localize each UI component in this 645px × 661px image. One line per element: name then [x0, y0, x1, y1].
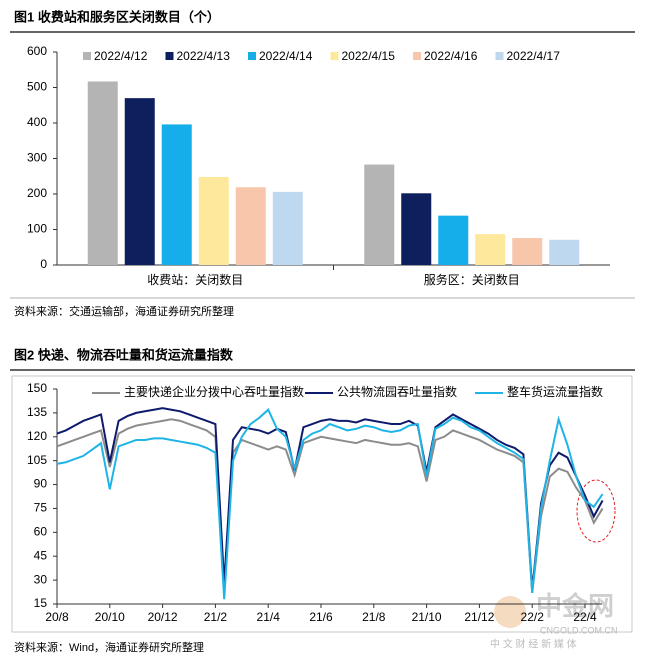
x-tick-label: 20/8 [45, 610, 69, 624]
line-series [56, 418, 604, 593]
legend-label: 主要快递企业分拨中心吞吐量指数 [124, 384, 304, 399]
y-tick-label: 30 [34, 572, 48, 586]
bar [549, 239, 580, 265]
bar [475, 234, 506, 265]
bar [87, 81, 118, 265]
bar [124, 98, 155, 266]
highlight-ellipse [576, 479, 616, 543]
y-tick-label: 150 [27, 381, 47, 395]
legend-label: 2022/4/15 [342, 49, 396, 63]
watermark: 中 文 财 经 新 媒 体 [490, 638, 577, 651]
legend-label: 2022/4/17 [507, 49, 561, 63]
x-tick-label: 21/10 [412, 610, 442, 624]
legend-label: 2022/4/12 [94, 49, 148, 63]
bar [235, 187, 266, 265]
bar [198, 176, 229, 265]
x-tick-label: 21/8 [362, 610, 386, 624]
x-tick-label: 收费站：关闭数目 [147, 272, 243, 287]
y-tick-label: 500 [27, 80, 47, 94]
y-tick-label: 75 [34, 501, 48, 515]
legend-label: 整车货运流量指数 [507, 384, 603, 399]
bar [512, 238, 543, 265]
y-tick-label: 45 [34, 548, 48, 562]
plot-frame [11, 375, 633, 633]
y-tick-label: 135 [27, 405, 47, 419]
y-tick-label: 200 [27, 186, 47, 200]
legend-label: 公共物流园吞吐量指数 [337, 384, 457, 399]
legend-swatch [330, 52, 339, 60]
y-tick-label: 300 [27, 151, 47, 165]
x-tick-label: 22/2 [521, 610, 545, 624]
watermark: CNGOLD.COM.CN [540, 625, 618, 635]
x-tick-label: 21/2 [204, 610, 228, 624]
figure-title: 图2 快递、物流吞吐量和货运流量指数 [14, 347, 234, 362]
x-tick-label: 21/4 [257, 610, 281, 624]
x-tick-label: 20/10 [95, 610, 125, 624]
legend-label: 2022/4/16 [424, 49, 478, 63]
y-tick-label: 100 [27, 222, 47, 236]
bar [401, 193, 432, 265]
x-tick-label: 21/12 [464, 610, 494, 624]
y-tick-label: 15 [34, 596, 48, 610]
line-series [56, 407, 604, 590]
legend-swatch [248, 52, 256, 60]
legend-swatch [83, 52, 91, 60]
legend-label: 2022/4/14 [259, 49, 313, 63]
y-tick-label: 60 [34, 525, 48, 539]
y-tick-label: 600 [27, 44, 47, 58]
legend-swatch [165, 52, 174, 60]
bar [272, 191, 303, 265]
source: 资料来源：交通运输部，海通证券研究所整理 [14, 304, 234, 318]
x-tick-label: 22/4 [573, 610, 597, 624]
y-tick-label: 120 [27, 429, 47, 443]
figure-title: 图1 收费站和服务区关闭数目（个） [14, 9, 220, 24]
bar [161, 124, 192, 265]
x-tick-label: 21/6 [309, 610, 333, 624]
bar [438, 215, 469, 265]
line-series [56, 408, 604, 600]
y-tick-label: 105 [27, 453, 47, 467]
watermark: 中金网 [536, 591, 614, 621]
bar [364, 164, 395, 265]
y-tick-label: 400 [27, 115, 47, 129]
x-tick-label: 服务区：关闭数目 [424, 272, 520, 287]
y-tick-label: 0 [40, 257, 47, 271]
legend-swatch [413, 52, 421, 60]
x-tick-label: 20/12 [148, 610, 178, 624]
source: 资料来源：Wind，海通证券研究所整理 [14, 640, 204, 654]
legend-swatch [495, 52, 504, 60]
y-tick-label: 90 [34, 477, 48, 491]
legend-label: 2022/4/13 [177, 49, 231, 63]
